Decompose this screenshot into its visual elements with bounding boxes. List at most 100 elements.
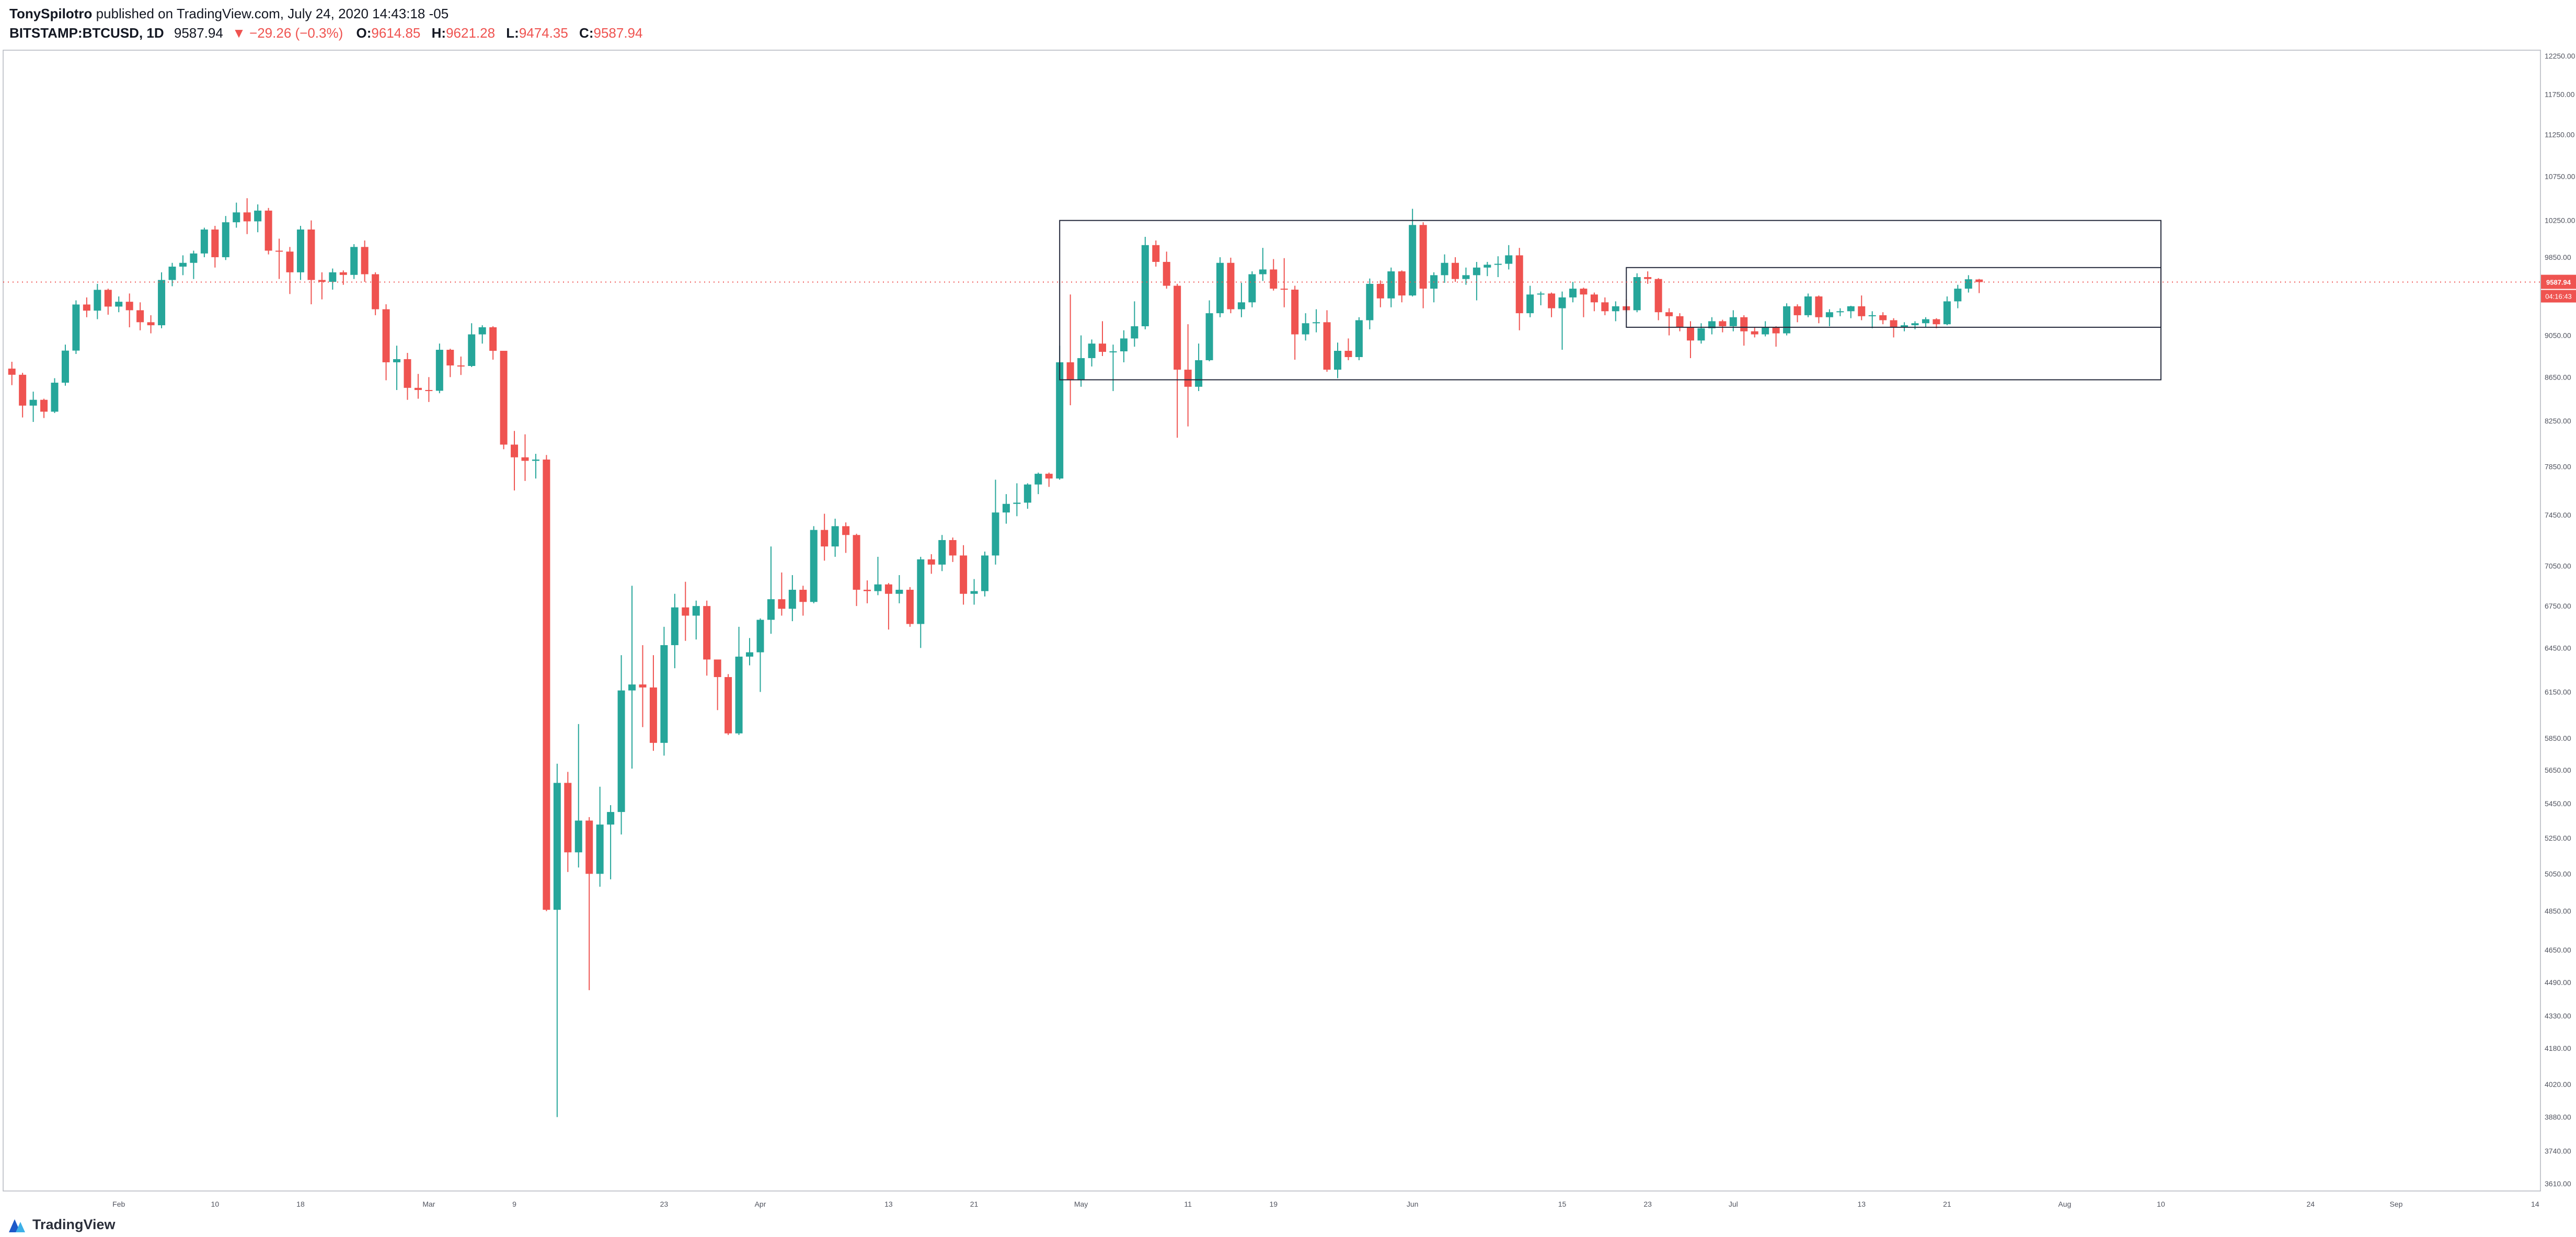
low-label: L: — [506, 25, 519, 41]
rectangle-drawing[interactable] — [1059, 220, 2161, 381]
candle — [1216, 262, 1224, 314]
candle — [339, 272, 347, 275]
candle — [1109, 351, 1117, 352]
price-tick-label: 5450.00 — [2545, 799, 2571, 808]
price-tick-label: 12250.00 — [2545, 52, 2575, 60]
candle — [275, 250, 283, 252]
candle — [906, 590, 914, 624]
symbol-interval: BITSTAMP:BTCUSD, 1D — [9, 25, 164, 41]
candle — [1045, 474, 1053, 479]
candle — [788, 590, 796, 609]
candle — [404, 359, 411, 388]
candle — [927, 559, 935, 565]
candle — [243, 212, 251, 222]
candle — [500, 351, 508, 445]
time-tick-label: 13 — [1857, 1200, 1866, 1208]
candle — [1879, 315, 1887, 320]
price-tick-label: 4020.00 — [2545, 1080, 2571, 1089]
candle — [671, 607, 678, 645]
candle — [1815, 296, 1823, 317]
price-tick-label: 7850.00 — [2545, 463, 2571, 471]
time-tick-label: 14 — [2531, 1200, 2539, 1208]
countdown-tag — [2541, 290, 2576, 303]
time-tick-label: 19 — [1269, 1200, 1278, 1208]
price-tick-label: 10750.00 — [2545, 173, 2575, 181]
candle — [767, 599, 775, 620]
candle — [1141, 245, 1149, 327]
candle — [1473, 267, 1480, 276]
candle — [1152, 245, 1160, 262]
candle — [233, 212, 240, 223]
candle — [329, 272, 337, 282]
candle — [992, 512, 999, 556]
candle — [1174, 285, 1181, 370]
candle — [532, 459, 539, 461]
time-tick-label: 21 — [1943, 1200, 1951, 1208]
time-tick-label: 23 — [1643, 1200, 1652, 1208]
candle — [200, 229, 208, 254]
candle — [478, 327, 486, 335]
price-tick-label: 11750.00 — [2545, 90, 2575, 99]
plot-border — [3, 50, 2541, 1192]
candle — [1644, 277, 1652, 279]
candle — [1387, 271, 1395, 299]
candle — [1515, 255, 1523, 314]
candle — [1719, 321, 1727, 327]
candle — [40, 399, 48, 412]
candle — [1708, 321, 1716, 328]
candle — [1376, 283, 1384, 299]
candle — [446, 350, 454, 365]
candle — [115, 302, 123, 307]
candle — [724, 677, 732, 734]
candle — [1056, 362, 1064, 479]
candle — [350, 247, 358, 275]
candle — [1066, 362, 1074, 381]
candle — [735, 656, 743, 734]
current-price-tag — [2541, 274, 2576, 289]
candle — [607, 812, 615, 825]
open-label: O: — [356, 25, 372, 41]
candle — [8, 369, 16, 375]
candle — [168, 266, 176, 280]
candle — [970, 591, 978, 594]
candle — [682, 607, 689, 616]
candle — [1323, 322, 1331, 370]
candle — [211, 229, 219, 257]
last-price: 9587.94 — [174, 25, 223, 41]
tradingview-logo-icon[interactable] — [8, 1216, 27, 1233]
candle — [981, 555, 989, 591]
candle — [264, 210, 272, 251]
candle — [1355, 320, 1363, 357]
candle — [104, 290, 112, 307]
price-tick-label: 9850.00 — [2545, 253, 2571, 261]
price-tick-label: 5850.00 — [2545, 734, 2571, 742]
candle — [94, 290, 101, 311]
candle — [1505, 255, 1513, 264]
candle — [1494, 264, 1502, 265]
price-tick-label: 4490.00 — [2545, 978, 2571, 987]
candle — [521, 457, 529, 461]
brand-name[interactable]: TradingView — [32, 1216, 116, 1232]
price-tick-label: 5250.00 — [2545, 834, 2571, 842]
candle — [1580, 289, 1588, 295]
candle — [1237, 302, 1245, 310]
rectangle-drawing[interactable] — [1626, 267, 2161, 328]
high-value: 9621.28 — [446, 25, 496, 41]
candle — [639, 684, 647, 688]
candle — [318, 280, 326, 282]
candle — [147, 322, 155, 326]
candle — [1280, 289, 1288, 290]
candle — [29, 399, 37, 406]
candle — [1783, 306, 1791, 334]
candle — [1569, 289, 1577, 297]
candle — [1612, 306, 1619, 312]
time-tick-label: Jul — [1729, 1200, 1738, 1208]
candle — [564, 783, 572, 853]
price-tick-label: 7450.00 — [2545, 511, 2571, 519]
price-tick-label: 8250.00 — [2545, 417, 2571, 425]
candle — [179, 262, 187, 267]
close-value: 9587.94 — [593, 25, 643, 41]
time-tick-label: 9 — [512, 1200, 516, 1208]
open-value: 9614.85 — [371, 25, 421, 41]
